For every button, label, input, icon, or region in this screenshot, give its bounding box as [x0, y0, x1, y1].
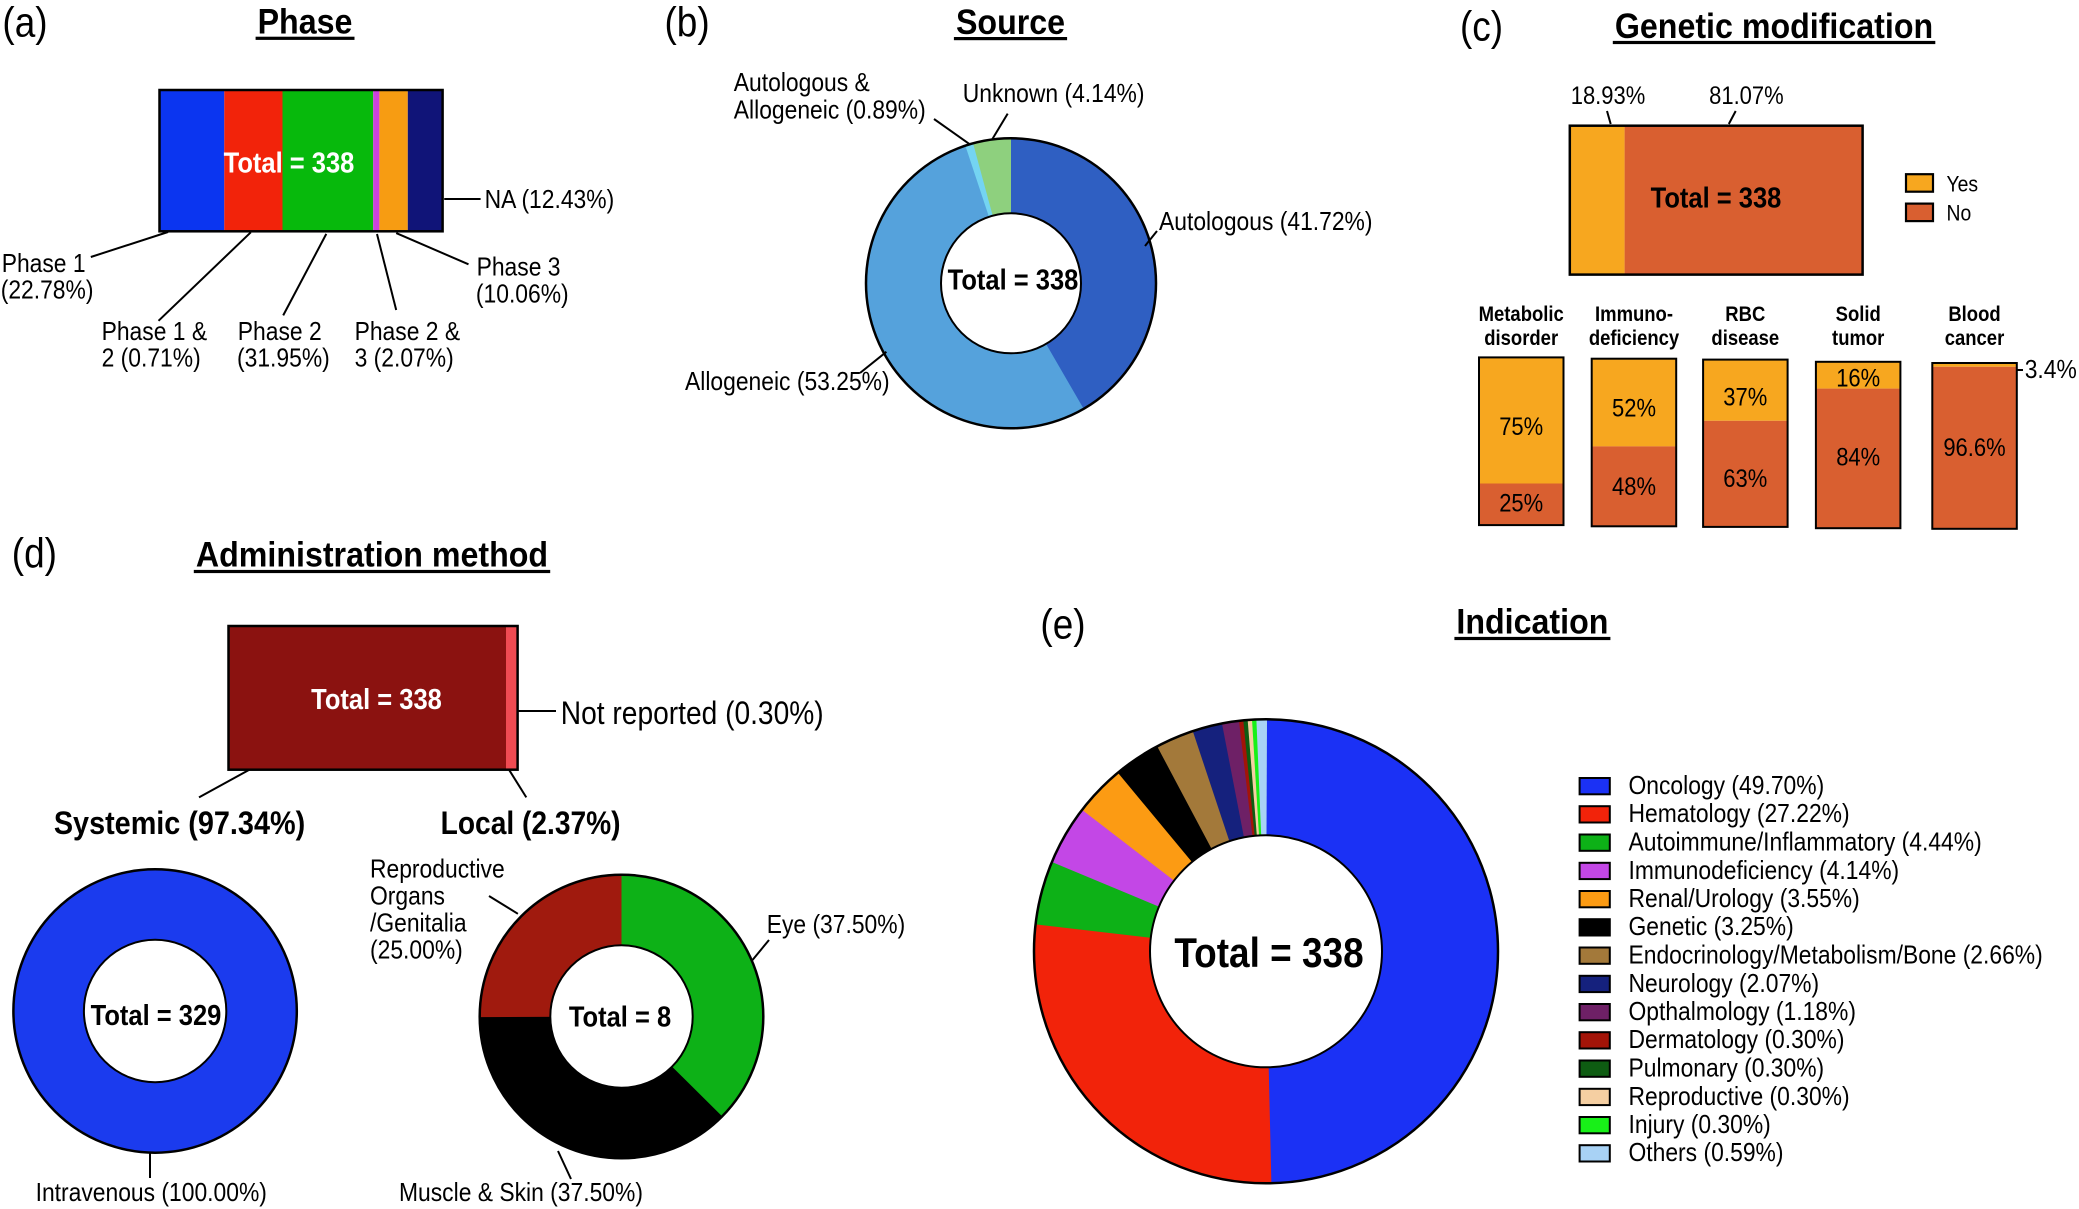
svg-text:63%: 63% — [1723, 465, 1767, 493]
svg-text:Injury (0.30%): Injury (0.30%) — [1629, 1111, 1771, 1140]
svg-text:Not reported (0.30%): Not reported (0.30%) — [561, 697, 824, 732]
svg-text:deficiency: deficiency — [1589, 327, 1679, 350]
svg-text:Indication: Indication — [1456, 603, 1608, 642]
svg-text:Eye (37.50%): Eye (37.50%) — [767, 911, 906, 940]
svg-text:Pulmonary (0.30%): Pulmonary (0.30%) — [1629, 1054, 1825, 1083]
svg-text:Systemic (97.34%): Systemic (97.34%) — [54, 806, 305, 842]
svg-text:2 (0.71%): 2 (0.71%) — [102, 344, 201, 373]
svg-text:disease: disease — [1711, 327, 1779, 350]
svg-text:RBC: RBC — [1725, 303, 1765, 326]
svg-text:3.4%: 3.4% — [2025, 356, 2077, 385]
svg-text:Total = 338: Total = 338 — [948, 263, 1079, 296]
svg-text:(25.00%): (25.00%) — [370, 936, 463, 965]
svg-text:Total = 338: Total = 338 — [311, 683, 442, 716]
svg-text:Phase: Phase — [258, 4, 353, 43]
svg-text:cancer: cancer — [1945, 327, 2005, 350]
svg-text:Neurology (2.07%): Neurology (2.07%) — [1629, 970, 1820, 999]
svg-text:Genetic modification: Genetic modification — [1615, 8, 1933, 47]
svg-text:Unknown (4.14%): Unknown (4.14%) — [963, 80, 1145, 109]
svg-text:(a): (a) — [2, 0, 47, 46]
svg-text:Reproductive: Reproductive — [370, 855, 505, 884]
svg-text:tumor: tumor — [1832, 327, 1885, 350]
svg-text:96.6%: 96.6% — [1943, 434, 2005, 462]
svg-text:Genetic (3.25%): Genetic (3.25%) — [1629, 913, 1794, 942]
svg-text:Others (0.59%): Others (0.59%) — [1629, 1139, 1784, 1168]
svg-text:Autoimmune/Inflammatory (4.44%: Autoimmune/Inflammatory (4.44%) — [1629, 828, 1982, 857]
svg-text:Allogeneic (0.89%): Allogeneic (0.89%) — [734, 96, 926, 125]
svg-text:16%: 16% — [1836, 364, 1880, 392]
svg-text:Solid: Solid — [1836, 303, 1881, 326]
svg-text:disorder: disorder — [1484, 327, 1558, 350]
svg-text:Hematology (27.22%): Hematology (27.22%) — [1629, 800, 1850, 829]
svg-text:Autologous &: Autologous & — [734, 69, 870, 98]
svg-text:Opthalmology (1.18%): Opthalmology (1.18%) — [1629, 998, 1856, 1027]
svg-text:(31.95%): (31.95%) — [237, 344, 330, 373]
svg-text:Phase 2 &: Phase 2 & — [355, 318, 460, 347]
svg-text:Allogeneic (53.25%): Allogeneic (53.25%) — [685, 368, 890, 397]
svg-text:Muscle & Skin (37.50%): Muscle & Skin (37.50%) — [399, 1179, 643, 1208]
svg-text:(c): (c) — [1460, 3, 1503, 50]
svg-text:Phase 3: Phase 3 — [477, 253, 561, 282]
svg-text:Total = 338: Total = 338 — [1174, 930, 1363, 977]
svg-text:Phase 2: Phase 2 — [238, 318, 322, 347]
svg-text:48%: 48% — [1612, 473, 1656, 501]
svg-text:25%: 25% — [1499, 489, 1543, 517]
svg-text:NA (12.43%): NA (12.43%) — [485, 186, 615, 215]
svg-text:(d): (d) — [12, 530, 57, 577]
svg-text:Immuno-: Immuno- — [1595, 303, 1673, 326]
svg-text:81.07%: 81.07% — [1709, 82, 1784, 110]
svg-text:Endocrinology/Metabolism/Bone: Endocrinology/Metabolism/Bone (2.66%) — [1629, 941, 2043, 970]
svg-text:(10.06%): (10.06%) — [476, 280, 569, 309]
svg-text:Total = 329: Total = 329 — [91, 999, 222, 1032]
svg-text:Intravenous (100.00%): Intravenous (100.00%) — [36, 1179, 267, 1208]
svg-text:(b): (b) — [665, 0, 710, 46]
svg-text:Renal/Urology (3.55%): Renal/Urology (3.55%) — [1629, 885, 1860, 914]
svg-text:37%: 37% — [1723, 383, 1767, 411]
svg-text:No: No — [1947, 202, 1972, 226]
svg-text:Metabolic: Metabolic — [1479, 303, 1564, 326]
svg-text:Dermatology (0.30%): Dermatology (0.30%) — [1629, 1026, 1845, 1055]
svg-text:(e): (e) — [1040, 601, 1085, 648]
svg-text:Oncology (49.70%): Oncology (49.70%) — [1629, 772, 1825, 801]
svg-text:Reproductive (0.30%): Reproductive (0.30%) — [1629, 1083, 1850, 1112]
svg-text:Organs: Organs — [370, 882, 445, 911]
svg-text:3 (2.07%): 3 (2.07%) — [355, 344, 454, 373]
svg-text:Yes: Yes — [1947, 172, 1979, 196]
svg-text:Phase 1: Phase 1 — [2, 250, 86, 279]
svg-text:Phase 1 &: Phase 1 & — [102, 318, 207, 347]
svg-text:Local (2.37%): Local (2.37%) — [441, 806, 621, 841]
svg-text:52%: 52% — [1612, 394, 1656, 422]
svg-text:75%: 75% — [1499, 413, 1543, 441]
svg-text:Source: Source — [956, 4, 1065, 43]
svg-text:Total = 338: Total = 338 — [1651, 181, 1782, 214]
svg-text:Total = 338: Total = 338 — [224, 146, 355, 179]
svg-text:Autologous (41.72%): Autologous (41.72%) — [1159, 208, 1373, 237]
svg-text:Blood: Blood — [1948, 303, 2000, 326]
svg-text:Immunodeficiency (4.14%): Immunodeficiency (4.14%) — [1629, 857, 1900, 886]
svg-text:Administration method: Administration method — [196, 536, 548, 575]
svg-text:18.93%: 18.93% — [1571, 82, 1646, 110]
svg-text:84%: 84% — [1836, 443, 1880, 471]
svg-text:/Genitalia: /Genitalia — [370, 909, 467, 938]
svg-text:(22.78%): (22.78%) — [1, 276, 94, 305]
svg-text:Total = 8: Total = 8 — [569, 1000, 671, 1033]
